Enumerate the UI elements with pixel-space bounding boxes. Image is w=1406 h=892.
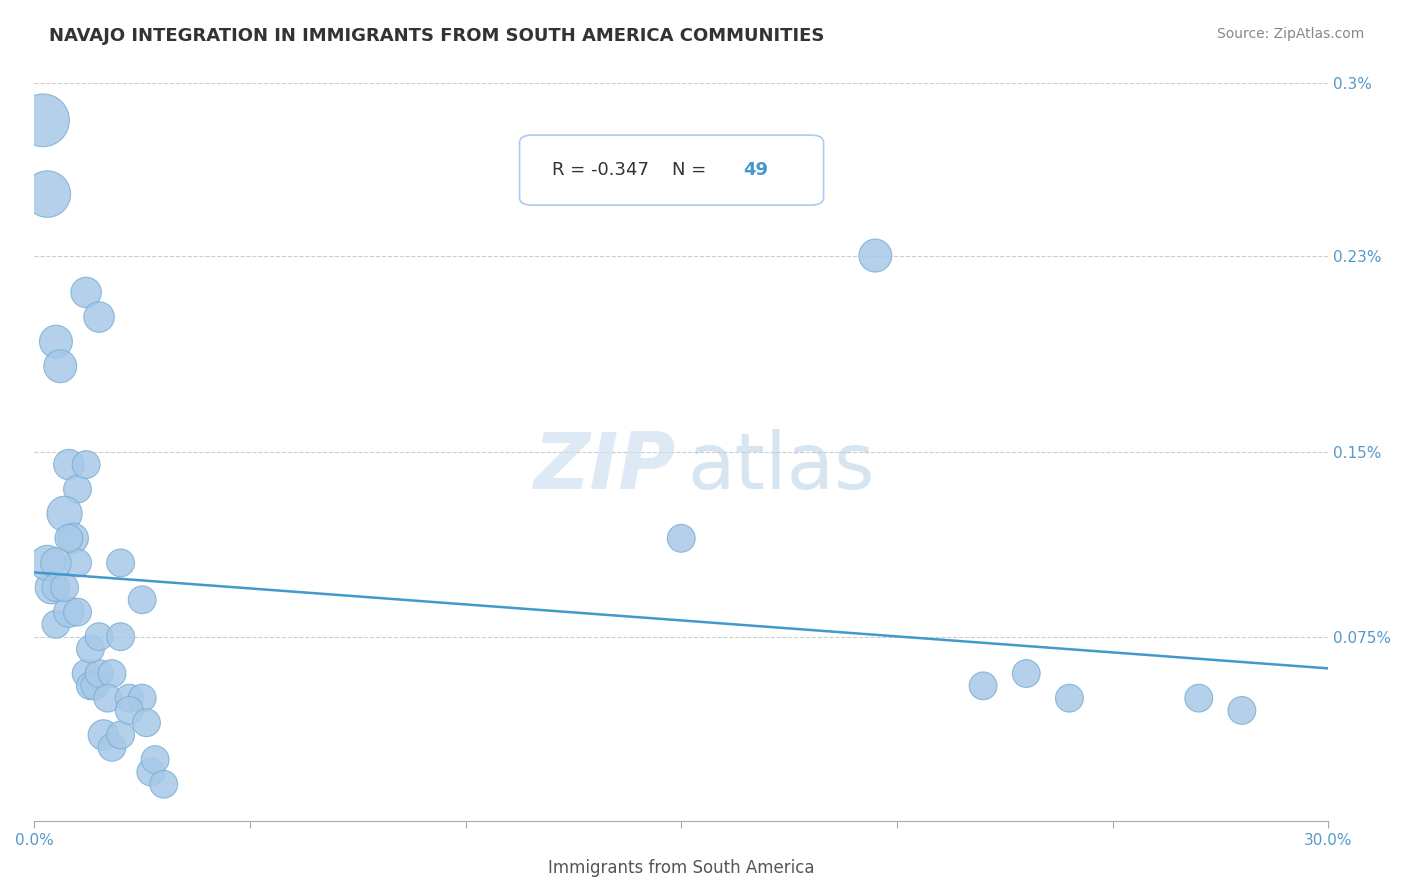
Point — [671, 531, 693, 545]
Point — [75, 285, 97, 300]
Point — [41, 581, 63, 595]
Point — [118, 703, 141, 717]
Point — [972, 679, 994, 693]
Point — [66, 482, 89, 496]
Point — [93, 728, 115, 742]
Point — [87, 630, 110, 644]
Point — [32, 113, 55, 128]
Point — [1188, 691, 1211, 706]
Point — [49, 359, 72, 374]
Point — [97, 691, 120, 706]
Point — [1230, 703, 1253, 717]
Point — [139, 764, 162, 779]
X-axis label: Immigrants from South America: Immigrants from South America — [548, 859, 814, 877]
Point — [1015, 666, 1038, 681]
Point — [101, 740, 124, 755]
Point — [53, 581, 76, 595]
Point — [58, 458, 80, 472]
Point — [110, 630, 132, 644]
Point — [131, 691, 153, 706]
FancyBboxPatch shape — [520, 135, 824, 205]
Point — [75, 666, 97, 681]
Text: ZIP: ZIP — [533, 429, 675, 505]
Point — [45, 617, 67, 632]
Point — [45, 556, 67, 570]
Point — [75, 458, 97, 472]
Point — [79, 642, 101, 657]
Text: 49: 49 — [744, 161, 768, 179]
Point — [135, 715, 157, 730]
Point — [79, 679, 101, 693]
Point — [83, 679, 105, 693]
Point — [37, 187, 59, 202]
Point — [66, 556, 89, 570]
Point — [865, 248, 887, 262]
Text: Source: ZipAtlas.com: Source: ZipAtlas.com — [1216, 27, 1364, 41]
Point — [1059, 691, 1081, 706]
Text: R = -0.347    N =: R = -0.347 N = — [553, 161, 711, 179]
Point — [37, 556, 59, 570]
Text: NAVAJO INTEGRATION IN IMMIGRANTS FROM SOUTH AMERICA COMMUNITIES: NAVAJO INTEGRATION IN IMMIGRANTS FROM SO… — [49, 27, 824, 45]
Text: atlas: atlas — [688, 429, 875, 505]
Point — [45, 334, 67, 349]
Point — [58, 531, 80, 545]
Point — [143, 753, 166, 767]
Point — [45, 581, 67, 595]
Point — [110, 556, 132, 570]
Point — [58, 605, 80, 619]
Point — [62, 531, 84, 545]
Point — [87, 310, 110, 324]
Point — [110, 728, 132, 742]
Point — [101, 666, 124, 681]
Point — [87, 666, 110, 681]
Point — [118, 691, 141, 706]
Point — [53, 507, 76, 521]
Point — [152, 777, 174, 791]
Point — [66, 605, 89, 619]
Point — [131, 592, 153, 607]
